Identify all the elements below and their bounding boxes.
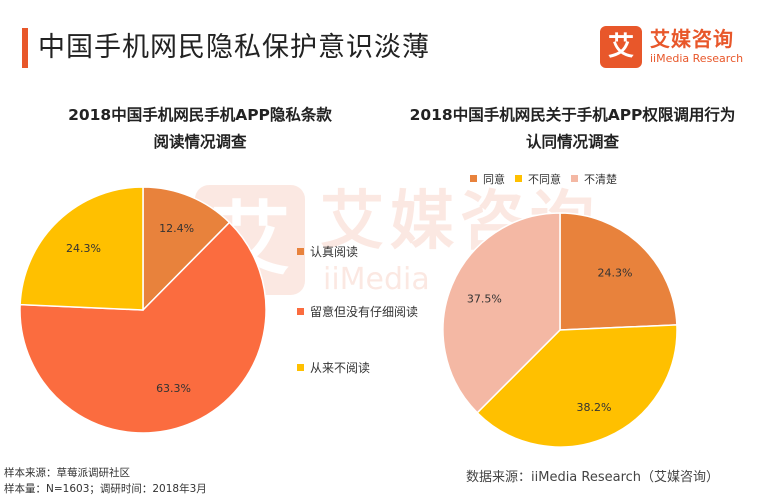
chart1-slice-2	[19, 221, 267, 434]
chart2-label-3: 37.5%	[467, 293, 502, 306]
legend-label: 留意但没有仔细阅读	[310, 305, 419, 319]
chart1-label-3: 24.3%	[66, 242, 101, 255]
chart2-title-line2: 认同情况调查	[525, 133, 619, 151]
chart2-legend-item-1: 同意	[470, 173, 505, 187]
chart2-slice-1	[559, 212, 678, 331]
chart2-legend-item-3: 不清楚	[571, 173, 617, 187]
legend-swatch	[297, 308, 304, 315]
chart1-title: 2018中国手机网民手机APP隐私条款 阅读情况调查	[40, 102, 360, 156]
sample-size: 样本量：N=1603；调研时间：2018年3月	[4, 483, 207, 495]
chart2-label-1: 24.3%	[598, 267, 633, 280]
chart1-title-line2: 阅读情况调查	[153, 133, 247, 151]
legend-swatch	[297, 248, 304, 255]
legend-swatch	[571, 175, 578, 182]
legend-label: 认真阅读	[310, 245, 359, 259]
logo-name-en: iiMedia Research	[650, 52, 744, 65]
legend-swatch	[470, 175, 477, 182]
logo-mark: 艾	[600, 26, 642, 68]
chart2-legend-item-2: 不同意	[515, 173, 561, 187]
chart1-legend-item-3: 从来不阅读	[297, 361, 370, 375]
legend-swatch	[297, 364, 304, 371]
chart1-title-line1: 2018中国手机网民手机APP隐私条款	[68, 106, 332, 124]
logo-name-cn: 艾媒咨询	[650, 27, 734, 51]
legend-label: 不清楚	[584, 173, 617, 186]
chart2-title-line1: 2018中国手机网民关于手机APP权限调用行为	[409, 106, 736, 124]
chart1-label-2: 63.3%	[156, 382, 191, 395]
chart1-legend-item-1: 认真阅读	[297, 245, 358, 259]
data-source: 数据来源：iiMedia Research（艾媒咨询）	[466, 470, 720, 485]
chart2-slice-3	[442, 212, 561, 414]
title-accent-bar	[22, 28, 28, 68]
chart1-slice-3	[19, 186, 144, 311]
chart2-slice-2	[476, 324, 678, 448]
legend-label: 不同意	[528, 173, 561, 186]
chart1-slice-1	[142, 186, 231, 312]
chart2-legend: 同意 不同意 不清楚	[470, 168, 627, 187]
legend-swatch	[515, 175, 522, 182]
brand-logo: 艾 艾媒咨询 iiMedia Research	[600, 26, 760, 70]
page-title: 中国手机网民隐私保护意识淡薄	[38, 32, 430, 63]
legend-label: 同意	[483, 173, 505, 186]
chart1-legend-item-2: 留意但没有仔细阅读	[297, 305, 418, 319]
sample-source: 样本来源：草莓派调研社区	[4, 467, 130, 479]
legend-label: 从来不阅读	[310, 361, 371, 375]
chart1-label-1: 12.4%	[159, 222, 194, 235]
chart2-label-2: 38.2%	[576, 401, 611, 414]
chart2-title: 2018中国手机网民关于手机APP权限调用行为 认同情况调查	[395, 102, 750, 156]
